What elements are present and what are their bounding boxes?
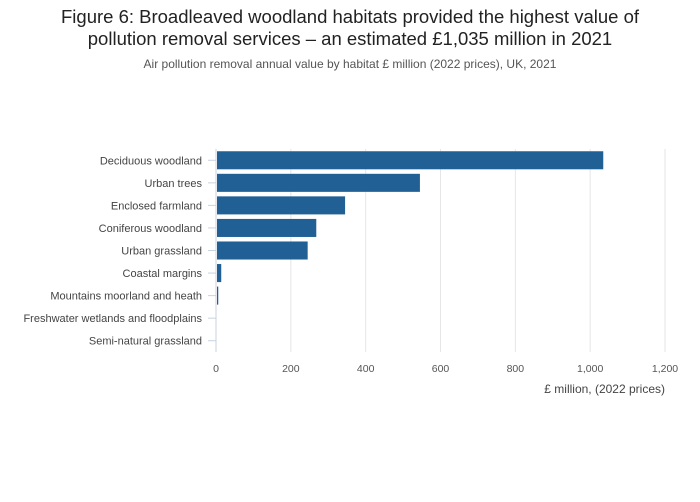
x-axis-label: £ million, (2022 prices) bbox=[544, 382, 665, 396]
bar[interactable] bbox=[217, 151, 604, 170]
bar[interactable] bbox=[217, 196, 346, 215]
category-label: Urban grassland bbox=[121, 246, 202, 258]
chart-title-line-1: Figure 6: Broadleaved woodland habitats … bbox=[61, 6, 639, 27]
bars-group bbox=[217, 151, 604, 305]
category-label: Urban trees bbox=[145, 178, 203, 190]
bar[interactable] bbox=[217, 241, 308, 260]
category-labels: Deciduous woodland Urban trees Enclosed fa… bbox=[23, 155, 202, 347]
category-label: Enclosed farmland bbox=[111, 200, 202, 212]
bar[interactable] bbox=[217, 173, 420, 192]
chart-subtitle: Air pollution removal annual value by ha… bbox=[143, 57, 557, 71]
category-label: Coastal margins bbox=[123, 268, 203, 280]
x-tick-label: 800 bbox=[507, 363, 525, 375]
chart-title-line-2: pollution removal services – an estimate… bbox=[87, 28, 613, 49]
x-tick-label: 1,000 bbox=[577, 363, 603, 375]
x-tick-label: 600 bbox=[432, 363, 450, 375]
category-label: Mountains moorland and heath bbox=[50, 291, 202, 303]
bar[interactable] bbox=[217, 264, 222, 283]
x-tick-label: 1,200 bbox=[652, 363, 678, 375]
x-tick-label: 400 bbox=[357, 363, 375, 375]
chart-title: Figure 6: Broadleaved woodland habitats … bbox=[0, 6, 700, 50]
category-label: Freshwater wetlands and floodplains bbox=[23, 313, 202, 325]
category-label: Deciduous woodland bbox=[100, 155, 202, 167]
x-tick-label: 200 bbox=[282, 363, 300, 375]
x-tick-label: 0 bbox=[213, 363, 219, 375]
category-label: Semi-natural grassland bbox=[89, 336, 202, 348]
x-tick-labels: 0 200 400 600 800 1,000 1,200 bbox=[213, 363, 678, 375]
bar[interactable] bbox=[217, 286, 219, 305]
bar[interactable] bbox=[217, 218, 317, 237]
category-label: Coniferous woodland bbox=[99, 223, 202, 235]
